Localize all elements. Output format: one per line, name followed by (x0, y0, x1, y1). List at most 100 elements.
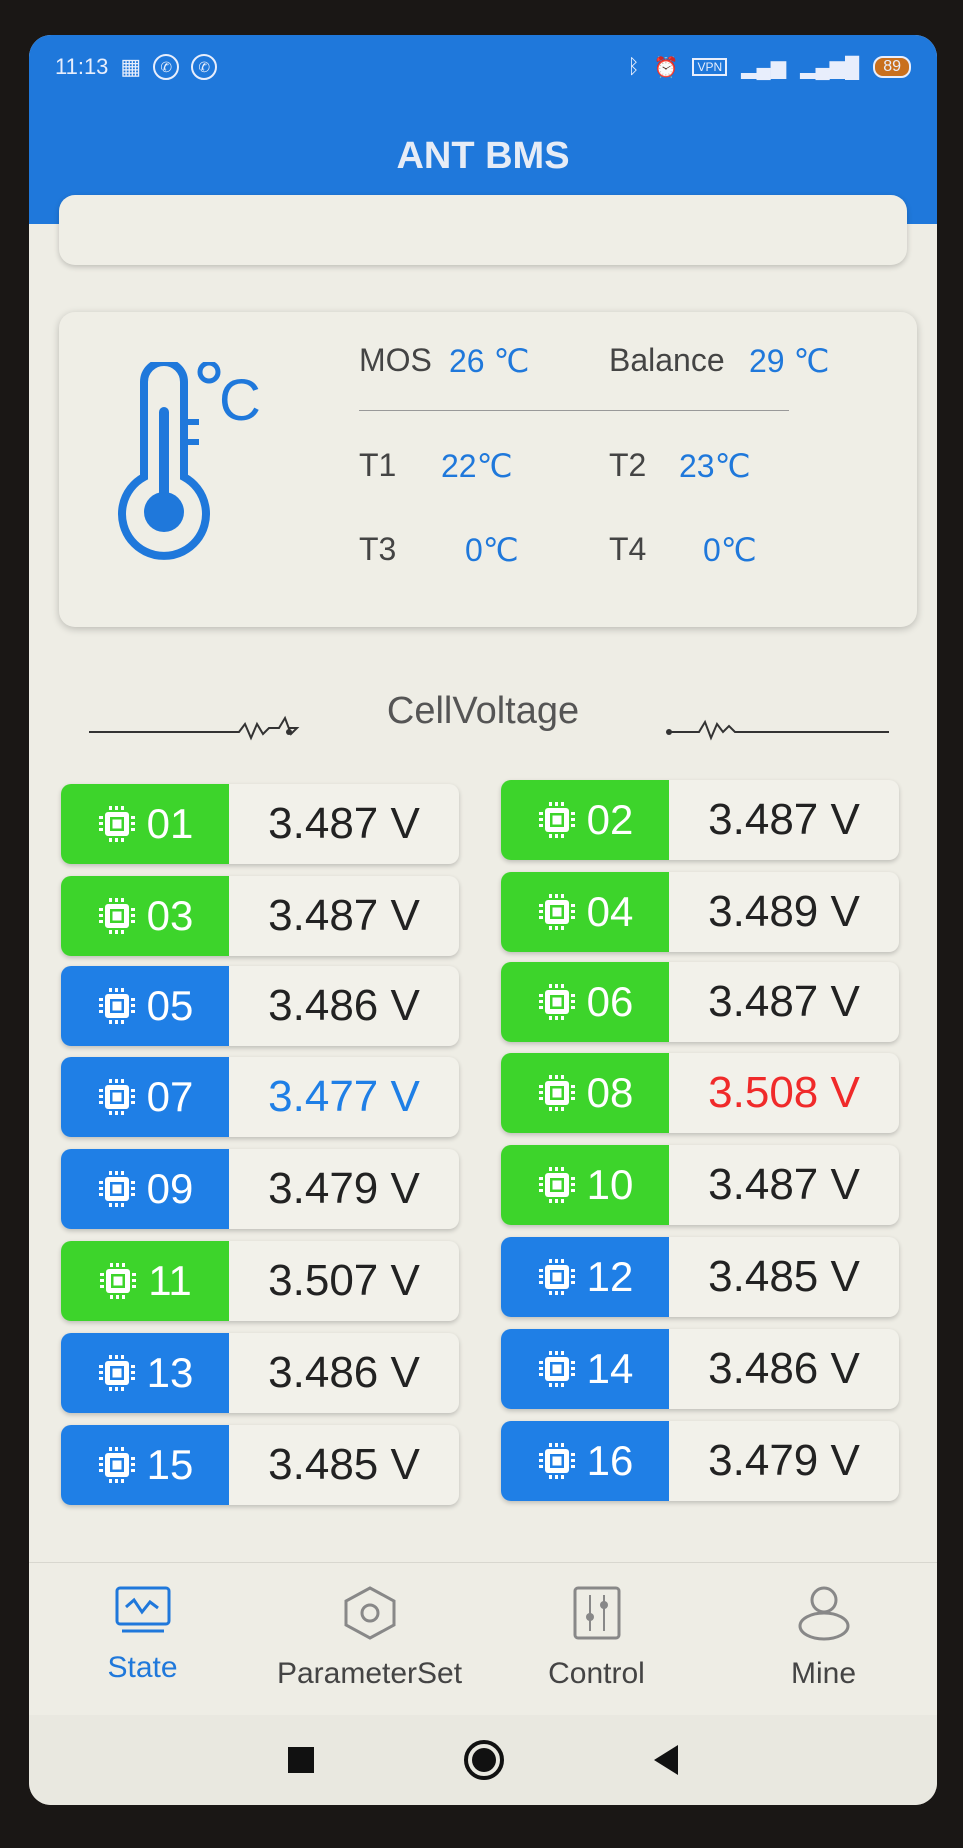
chip-icon (538, 1075, 575, 1111)
cell-tag: 13 (61, 1333, 229, 1413)
tab-label: Mine (790, 1657, 857, 1690)
cell-number: 11 (148, 1257, 192, 1304)
cell-item: 01 3.487 V (61, 784, 459, 864)
tab-state[interactable]: State (29, 1563, 256, 1702)
cell-item: 13 3.486 V (61, 1333, 459, 1413)
grid-app-icon: ▦ (120, 54, 142, 79)
cell-item: 07 3.477 V (61, 1057, 459, 1137)
cell-number: 16 (586, 1437, 634, 1484)
viber-icon: ✆ (153, 54, 180, 80)
divider (359, 410, 789, 411)
app-header: 11:13 ▦ ✆ ✆ ᛒ ⏰ VPN ▂▄▆ ▂▄▆█ 89 ANT BMS (29, 35, 937, 224)
temperature-grid: MOS 26 ℃ Balance 29 ℃ T1 22℃ T2 23℃ T3 0… (359, 342, 879, 591)
cell-item: 10 3.487 V (501, 1145, 899, 1225)
tab-parameterset[interactable]: ParameterSet (256, 1563, 483, 1702)
cell-tag: 10 (501, 1145, 669, 1225)
cell-voltage: 3.487 V (708, 1160, 860, 1209)
cell-tag: 03 (61, 876, 229, 956)
cell-item: 06 3.487 V (501, 962, 899, 1042)
cell-item: 03 3.487 V (61, 876, 459, 956)
chip-icon (538, 984, 575, 1020)
home-button[interactable] (464, 1740, 504, 1780)
viber-icon: ✆ (191, 54, 218, 80)
chip-icon (538, 894, 575, 930)
cell-voltage: 3.487 V (268, 799, 420, 848)
cell-number: 12 (586, 1253, 634, 1300)
status-bar: 11:13 ▦ ✆ ✆ ᛒ ⏰ VPN ▂▄▆ ▂▄▆█ 89 (55, 49, 911, 85)
recents-button[interactable] (288, 1747, 314, 1773)
cell-voltage: 3.489 V (708, 887, 860, 936)
mos-value: 26 ℃ (449, 343, 530, 379)
cell-voltage: 3.486 V (708, 1344, 860, 1393)
cell-item: 04 3.489 V (501, 872, 899, 952)
cell-tag: 01 (61, 784, 229, 864)
chip-icon (98, 806, 135, 842)
svg-text:C: C (219, 368, 261, 433)
cell-tag: 06 (501, 962, 669, 1042)
cell-voltage: 3.479 V (268, 1164, 420, 1213)
chip-icon (98, 1447, 135, 1483)
cell-tag: 11 (61, 1241, 229, 1321)
cell-number: 05 (146, 982, 194, 1029)
chip-icon (100, 1263, 137, 1299)
cell-tag: 16 (501, 1421, 669, 1501)
page-title: ANT BMS (396, 135, 570, 177)
hex-nut-icon (344, 1586, 395, 1640)
alarm-icon: ⏰ (653, 56, 679, 79)
chip-icon (98, 898, 135, 934)
cell-tag: 09 (61, 1149, 229, 1229)
cell-number: 13 (146, 1349, 194, 1396)
cell-item: 09 3.479 V (61, 1149, 459, 1229)
t1-label: T1 (359, 447, 397, 483)
cell-number: 01 (146, 800, 194, 847)
cell-voltage: 3.508 V (708, 1068, 860, 1117)
cell-number: 14 (586, 1345, 634, 1392)
cell-number: 03 (146, 892, 194, 939)
cell-voltage: 3.486 V (268, 1348, 420, 1397)
cell-number: 09 (146, 1165, 194, 1212)
t2-value: 23℃ (679, 448, 751, 484)
thermometer-icon: C (118, 362, 261, 560)
cell-item: 12 3.485 V (501, 1237, 899, 1317)
bluetooth-icon: ᛒ (627, 55, 640, 78)
cell-number: 07 (146, 1073, 194, 1120)
signal-icon: ▂▄▆ (741, 56, 787, 79)
balance-value: 29 ℃ (749, 343, 830, 379)
cell-tag: 05 (61, 966, 229, 1046)
cell-item: 16 3.479 V (501, 1421, 899, 1501)
cell-voltage: 3.487 V (708, 977, 860, 1026)
sliders-icon (573, 1586, 620, 1640)
cell-tag: 07 (61, 1057, 229, 1137)
t3-label: T3 (359, 531, 397, 567)
cell-voltage: 3.486 V (268, 981, 420, 1030)
bottom-nav: State ParameterSet Control Mine (29, 1562, 937, 1702)
cell-item: 08 3.508 V (501, 1053, 899, 1133)
chip-icon (538, 1443, 575, 1479)
t4-label: T4 (609, 531, 647, 567)
cell-tag: 02 (501, 780, 669, 860)
t1-value: 22℃ (441, 448, 513, 484)
cell-voltage: 3.507 V (268, 1256, 420, 1305)
cell-voltage: 3.487 V (268, 891, 420, 940)
back-button[interactable] (654, 1745, 678, 1775)
t3-value: 0℃ (465, 532, 519, 568)
cell-tag: 08 (501, 1053, 669, 1133)
chip-icon (538, 802, 575, 838)
chip-icon (98, 1355, 135, 1391)
cell-item: 14 3.486 V (501, 1329, 899, 1409)
tab-mine[interactable]: Mine (710, 1563, 937, 1702)
cell-number: 04 (586, 888, 634, 935)
vpn-badge: VPN (692, 58, 728, 76)
temperature-card: C MOS 26 ℃ Balance 29 ℃ T1 22℃ T2 23℃ T3… (59, 312, 917, 627)
system-nav-bar (29, 1715, 937, 1805)
mos-label: MOS (359, 342, 432, 378)
chip-icon (538, 1351, 575, 1387)
cell-tag: 15 (61, 1425, 229, 1505)
tab-control[interactable]: Control (483, 1563, 710, 1702)
chip-icon (98, 988, 135, 1024)
t2-label: T2 (609, 447, 647, 483)
chip-icon (538, 1167, 575, 1203)
tab-label: State (107, 1651, 178, 1684)
tab-label: ParameterSet (276, 1657, 463, 1690)
cell-voltage: 3.485 V (708, 1252, 860, 1301)
